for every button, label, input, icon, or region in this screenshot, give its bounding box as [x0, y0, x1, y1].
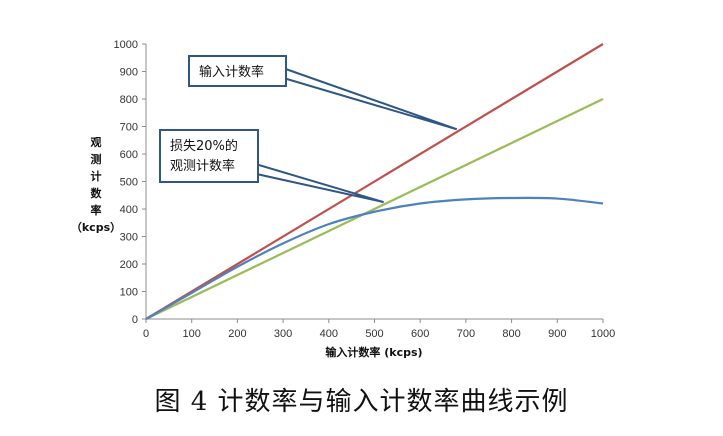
- x-tick-label: 600: [411, 328, 429, 340]
- y-axis-label-char: 率: [91, 203, 102, 217]
- y-tick-label: 300: [120, 232, 138, 244]
- chart: 0 100 200 300 400 500 600 700 800 900 1000 0 100 200 3…: [71, 39, 616, 359]
- series-line-1: [145, 43, 604, 320]
- series-line-2: [145, 98, 604, 320]
- x-tick-label: 0: [143, 328, 149, 340]
- y-tick-label: 600: [120, 149, 138, 161]
- series-line-3: [145, 196, 604, 320]
- callout-arrow: [251, 161, 384, 204]
- x-tick-label: 200: [228, 328, 246, 340]
- callout-arrow: [279, 65, 458, 131]
- y-axis-label-char: （kcps）: [71, 221, 121, 234]
- x-tick-label: 400: [320, 328, 338, 340]
- figure-caption: 图 4 计数率与输入计数率曲线示例: [154, 387, 569, 417]
- y-tick-label: 800: [120, 94, 138, 106]
- y-tick-label: 400: [120, 204, 138, 216]
- y-tick-label: 200: [120, 259, 138, 271]
- y-tick-label: 700: [120, 122, 138, 134]
- callout-box: [159, 129, 259, 183]
- x-tick-label: 1000: [591, 328, 615, 340]
- callout-box: [188, 55, 287, 87]
- x-tick-label: 700: [457, 328, 475, 340]
- x-tick-label: 300: [274, 328, 292, 340]
- x-tick-label: 100: [183, 328, 201, 340]
- x-tick-label: 800: [502, 328, 520, 340]
- axes: [142, 43, 604, 323]
- y-tick-label: 0: [132, 314, 138, 326]
- x-tick-label: 500: [365, 328, 383, 340]
- callout-text: 损失20%的: [170, 138, 238, 154]
- y-tick-label: 1000: [114, 39, 138, 51]
- x-tick-label: 900: [548, 328, 566, 340]
- y-axis-label-char: 计: [91, 169, 102, 183]
- x-axis-label: 输入计数率 (kcps): [325, 345, 422, 359]
- y-axis-label: 观测计数率 （kcps）: [71, 136, 121, 234]
- y-axis-label-char: 测: [91, 152, 102, 166]
- series-group: [145, 43, 604, 320]
- y-axis-label-char: 数: [91, 186, 103, 200]
- callout-text: 观测计数率: [170, 158, 235, 174]
- y-tick-label: 100: [120, 287, 138, 299]
- y-axis-label-char: 观: [91, 136, 102, 149]
- y-tick-label: 500: [120, 177, 138, 189]
- callout-1: 输入计数率: [188, 55, 458, 131]
- y-tick-label: 900: [120, 67, 138, 79]
- callout-text: 输入计数率: [199, 64, 264, 80]
- tick-labels: 0 100 200 300 400 500 600 700 800 900 1000 0 100 200 3…: [114, 39, 616, 340]
